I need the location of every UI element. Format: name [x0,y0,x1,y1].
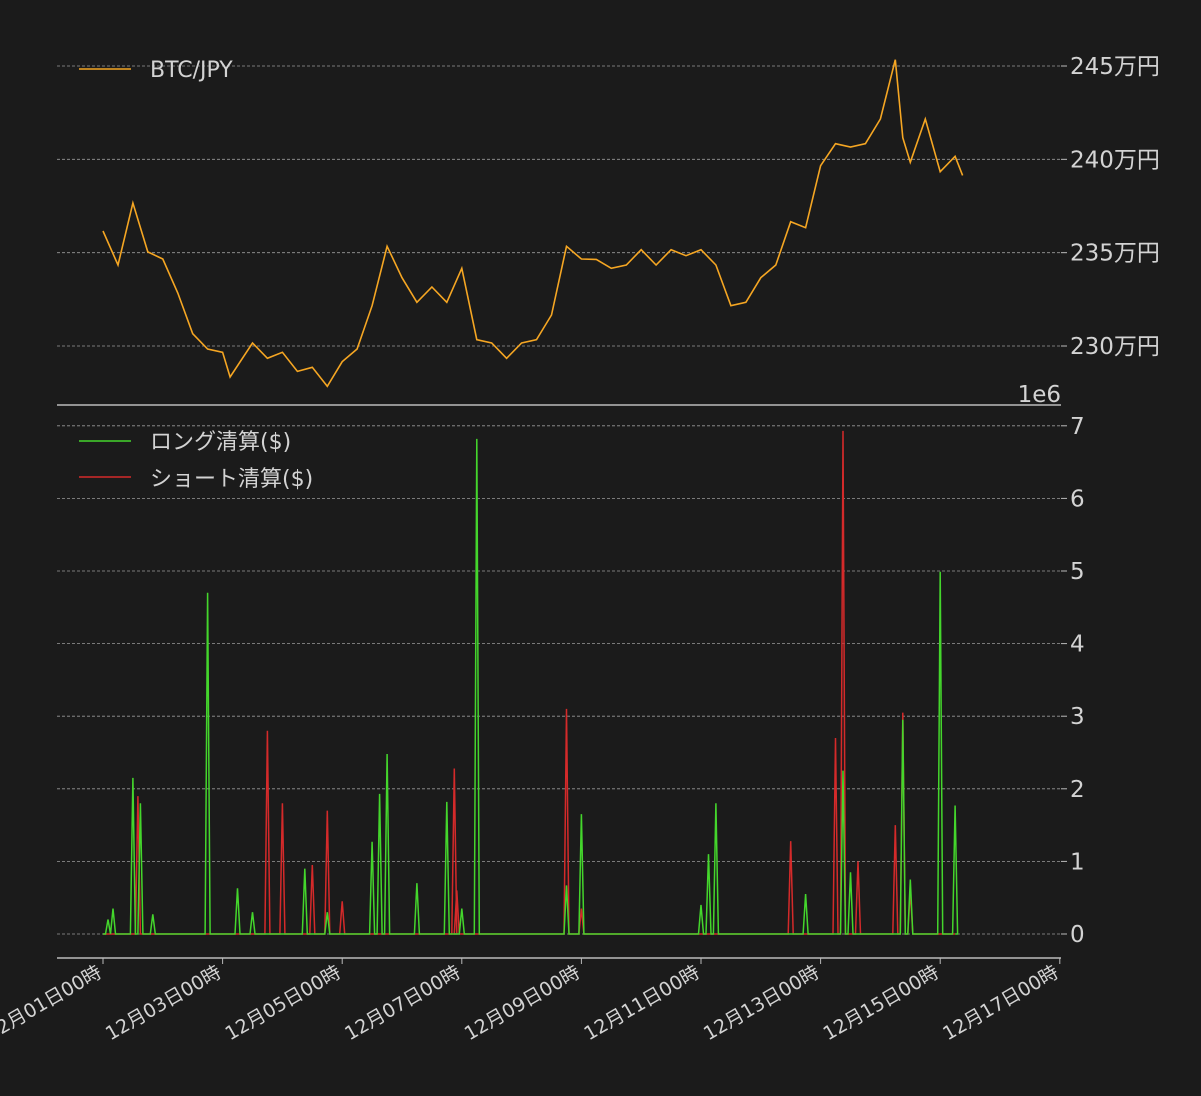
short-legend-label: ショート清算($) [150,467,313,492]
long-liquidation-line [103,438,959,935]
liquidation-tick-label: 0 [1070,922,1085,948]
price-line [102,59,964,388]
liquidation-tick-label: 2 [1070,777,1085,803]
liquidation-tick-label: 5 [1070,559,1085,585]
price-legend: BTC/JPY [79,58,233,83]
liquidation-tick-label: 1 [1070,849,1085,875]
price-tick-label: 245万円 [1070,54,1160,80]
short-liquidation-line [103,430,956,935]
liquidation-tick-label: 4 [1070,632,1085,658]
liquidation-legend: ロング清算($) ショート清算($) [79,430,313,492]
price-tick-label: 235万円 [1070,241,1160,267]
liquidation-tick-label: 6 [1070,486,1085,512]
price-tick-label: 240万円 [1070,147,1160,173]
price-y-ticks: 230万円 235万円 240万円 245万円 [1061,54,1160,360]
liquidation-tick-label: 7 [1070,414,1085,440]
long-legend-label: ロング清算($) [150,430,291,455]
scale-label: 1e6 [1018,382,1061,408]
liquidation-tick-label: 3 [1070,704,1085,730]
liquidation-y-ticks: 0 1 2 3 4 5 6 7 [1061,414,1085,948]
price-legend-label: BTC/JPY [150,58,233,83]
price-tick-label: 230万円 [1070,334,1160,360]
